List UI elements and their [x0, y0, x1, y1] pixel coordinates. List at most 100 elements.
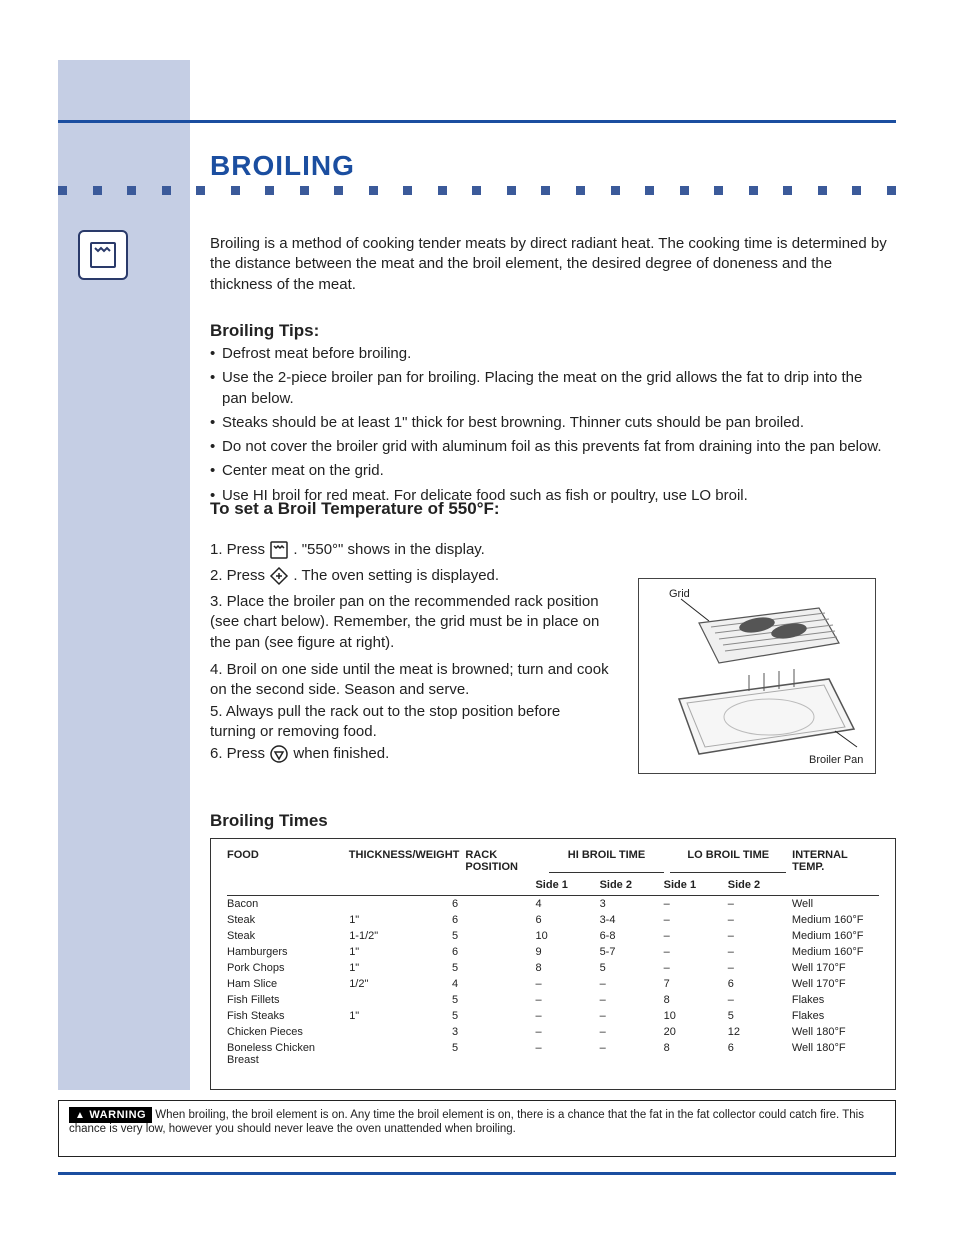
cell: Hamburgers	[227, 946, 343, 958]
start-icon	[269, 566, 289, 586]
th-side1: Side 1	[535, 879, 593, 891]
cell: 6	[535, 914, 593, 926]
th-side2: Side 2	[600, 879, 658, 891]
cell: 1/2"	[349, 978, 446, 990]
broil-icon	[269, 540, 289, 560]
cell: 1-1/2"	[349, 930, 446, 942]
table-row: Boneless Chicken Breast5––86Well 180°F	[227, 1040, 879, 1068]
cell: –	[600, 978, 658, 990]
cell: 3-4	[600, 914, 658, 926]
cell	[349, 898, 446, 910]
cell: 9	[535, 946, 593, 958]
cell: –	[600, 1026, 658, 1038]
set-temp-heading: To set a Broil Temperature of 550°F:	[210, 498, 500, 521]
cell: 12	[728, 1026, 786, 1038]
cell: –	[535, 978, 593, 990]
cell: 6	[728, 1042, 786, 1066]
tips-list: Defrost meat before broiling. Use the 2-…	[210, 344, 890, 510]
cell: Medium 160°F	[792, 930, 879, 942]
cell: 8	[664, 994, 722, 1006]
cell: 1"	[349, 946, 446, 958]
cell: –	[664, 946, 722, 958]
step-6: 6. Press when finished.	[210, 744, 610, 764]
th-food: FOOD	[227, 849, 343, 873]
step-text: 6. Press	[210, 745, 265, 762]
cell: 1"	[349, 1010, 446, 1022]
cell: –	[535, 1026, 593, 1038]
cell: 10	[664, 1010, 722, 1022]
warning-text: When broiling, the broil element is on. …	[69, 1109, 864, 1135]
cell: –	[664, 898, 722, 910]
cell: –	[728, 898, 786, 910]
cell: Well 180°F	[792, 1026, 879, 1038]
top-rule	[58, 120, 896, 123]
th-rack: RACK POSITION	[465, 849, 542, 873]
cell: Well 170°F	[792, 962, 879, 974]
cell: 4	[452, 978, 529, 990]
cell: Fish Steaks	[227, 1010, 343, 1022]
table-row: Chicken Pieces3––2012Well 180°F	[227, 1024, 879, 1040]
broiling-times-table: FOOD THICKNESS/WEIGHT RACK POSITION HI B…	[210, 838, 896, 1090]
page-title: BROILING	[210, 150, 355, 182]
step-3: 3. Place the broiler pan on the recommen…	[210, 592, 610, 653]
step-2: 2. Press . The oven setting is displayed…	[210, 566, 610, 586]
step-text: . "550°" shows in the display.	[293, 541, 484, 558]
cell: –	[600, 1010, 658, 1022]
broiler-pan-figure: Grid Broiler Pa	[638, 578, 876, 774]
cell: Boneless Chicken Breast	[227, 1042, 343, 1066]
intro-paragraph: Broiling is a method of cooking tender m…	[210, 234, 890, 295]
cell: 5	[728, 1010, 786, 1022]
table-row: Bacon643––Well	[227, 896, 879, 912]
cell: 5	[452, 1042, 529, 1066]
table-row: Hamburgers1"695-7––Medium 160°F	[227, 944, 879, 960]
th-lo: LO BROIL TIME	[670, 849, 786, 873]
cell: Fish Fillets	[227, 994, 343, 1006]
table-row: Ham Slice1/2"4––76Well 170°F	[227, 976, 879, 992]
tip-item: Use the 2-piece broiler pan for broiling…	[210, 368, 890, 409]
th-hi: HI BROIL TIME	[549, 849, 665, 873]
tip-item: Steaks should be at least 1" thick for b…	[210, 413, 890, 433]
cell	[349, 1042, 446, 1066]
cell: Flakes	[792, 1010, 879, 1022]
cell: –	[600, 1042, 658, 1066]
cell: Flakes	[792, 994, 879, 1006]
cell: Chicken Pieces	[227, 1026, 343, 1038]
cell: 6	[452, 914, 529, 926]
stop-icon	[269, 744, 289, 764]
table-row: Steak1-1/2"5106-8––Medium 160°F	[227, 928, 879, 944]
cell: 20	[664, 1026, 722, 1038]
warning-badge: WARNING	[69, 1107, 152, 1123]
cell: –	[664, 930, 722, 942]
grid-label-svg: Grid	[669, 588, 690, 600]
cell: –	[535, 1042, 593, 1066]
cell: –	[728, 930, 786, 942]
cell: –	[535, 994, 593, 1006]
cell: 5	[600, 962, 658, 974]
th-side2: Side 2	[728, 879, 786, 891]
cell: 6	[728, 978, 786, 990]
cell: 6	[452, 898, 529, 910]
cell: Well 170°F	[792, 978, 879, 990]
th-temp: INTERNAL TEMP.	[792, 849, 879, 873]
bottom-rule	[58, 1172, 896, 1175]
step-1: 1. Press . "550°" shows in the display.	[210, 540, 610, 560]
step-4: 4. Broil on one side until the meat is b…	[210, 660, 610, 701]
cell: 8	[535, 962, 593, 974]
cell: 10	[535, 930, 593, 942]
cell: 5	[452, 962, 529, 974]
tip-item: Do not cover the broiler grid with alumi…	[210, 437, 890, 457]
th-side1: Side 1	[664, 879, 722, 891]
broil-mode-icon	[78, 230, 128, 280]
table-row: Steak1"663-4––Medium 160°F	[227, 912, 879, 928]
cell: 1"	[349, 914, 446, 926]
cell: –	[535, 1010, 593, 1022]
cell: Medium 160°F	[792, 946, 879, 958]
cell	[349, 1026, 446, 1038]
cell: 7	[664, 978, 722, 990]
cell: Steak	[227, 930, 343, 942]
step-text: 2. Press	[210, 567, 265, 584]
cell: –	[728, 946, 786, 958]
cell: 3	[600, 898, 658, 910]
cell: –	[600, 994, 658, 1006]
cell: 8	[664, 1042, 722, 1066]
